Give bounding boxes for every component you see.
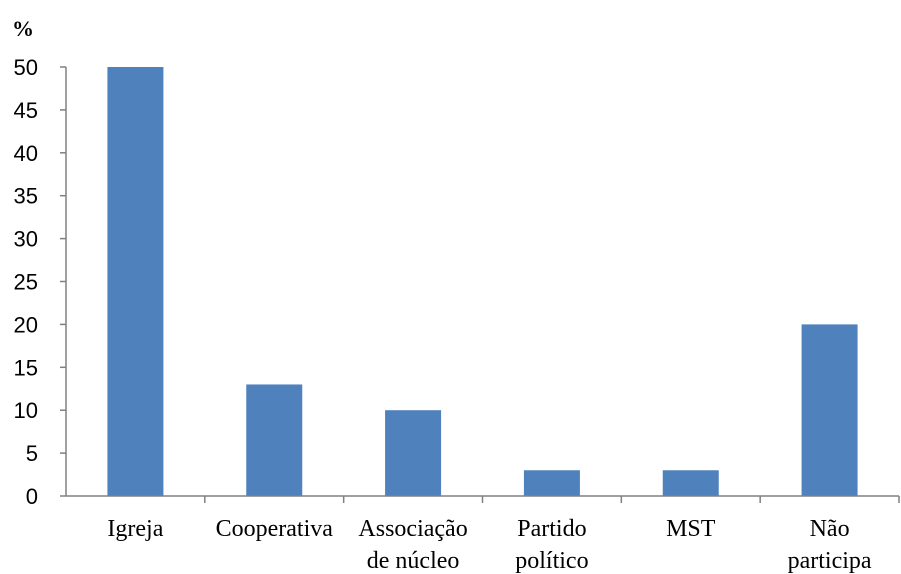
bar — [801, 324, 858, 496]
y-axis-ticks: 0 5 10 15 20 25 30 35 40 45 50 — [14, 55, 66, 509]
y-tick-label: 5 — [26, 441, 38, 466]
x-tick-label-line: Cooperativa — [216, 516, 334, 542]
bars — [107, 67, 858, 496]
y-tick-label: 35 — [14, 184, 38, 209]
bar — [662, 470, 719, 496]
x-tick-label-line: Associação — [358, 516, 467, 542]
y-axis-unit-label: % — [12, 16, 34, 41]
bar — [523, 470, 580, 496]
y-tick-label: 0 — [26, 484, 38, 509]
y-tick-label: 40 — [14, 141, 38, 166]
x-tick-label-line: Não — [810, 516, 850, 542]
x-tick-label-line: MST — [666, 516, 716, 542]
y-tick-label: 45 — [14, 98, 38, 123]
y-tick-label: 15 — [14, 355, 38, 380]
y-tick-label: 50 — [14, 55, 38, 80]
x-tick-label: Igreja — [107, 516, 163, 542]
x-tick-label-line: participa — [788, 548, 872, 574]
y-tick-label: 10 — [14, 398, 38, 423]
y-tick-label: 30 — [14, 227, 38, 252]
x-tick-label: Associação de núcleo — [358, 516, 467, 574]
x-axis-ticks: Igreja Cooperativa Associação de núcleo Part… — [107, 496, 900, 574]
x-tick-label-line: Partido — [517, 516, 586, 542]
x-tick-label-line: de núcleo — [367, 548, 460, 574]
x-tick-label: Cooperativa — [216, 516, 334, 542]
x-tick-label-line: político — [515, 548, 588, 574]
x-tick-label: Não participa — [788, 516, 872, 574]
bar — [246, 384, 303, 496]
x-tick-label-line: Igreja — [107, 516, 163, 542]
y-tick-label: 20 — [14, 312, 38, 337]
bar — [385, 410, 442, 496]
bar — [107, 67, 164, 496]
y-tick-label: 25 — [14, 270, 38, 295]
x-tick-label: Partido político — [515, 516, 588, 574]
x-tick-label: MST — [666, 516, 716, 542]
